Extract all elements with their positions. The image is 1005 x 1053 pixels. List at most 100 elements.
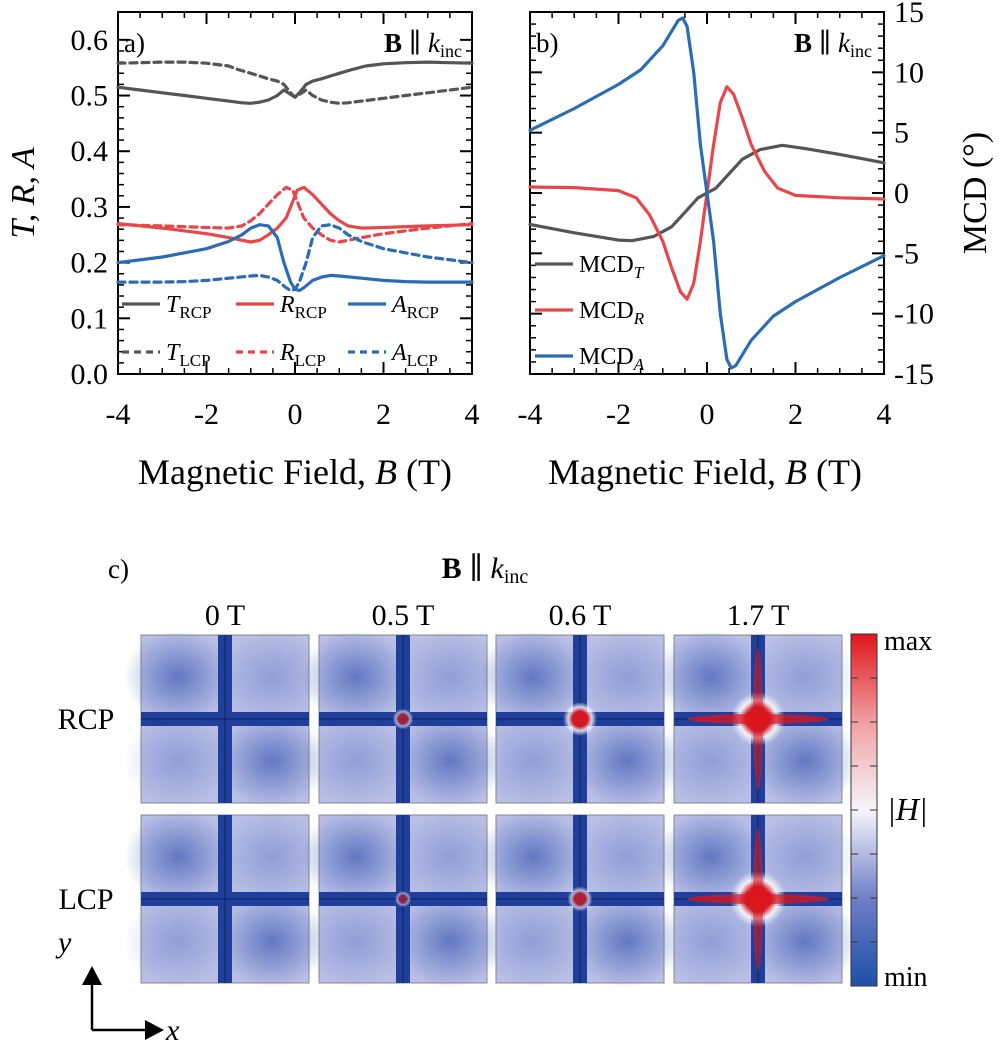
x-arrow-head-icon [145,1020,164,1040]
field-lobe [218,629,326,725]
field-lobe [573,713,681,809]
series-line-a-lcp [116,223,474,293]
field-lobe [479,893,587,989]
hotspot-arm-v [753,648,763,790]
panel-b-label: b) [536,28,559,58]
field-lobe [751,713,859,809]
panel-b-xlabel: Magnetic Field, B (T) [548,452,862,492]
x-tick-label: -2 [606,398,631,431]
panel-b-ticks: -4 -2 0 2 4-15 -10 -5 0 5 10 15 [518,0,935,431]
field-lobe [751,629,859,725]
field-lobe [657,713,765,809]
legend-label-t-lcp: TLCP [166,340,211,370]
field-lobe [218,809,326,905]
field-lobe [218,713,326,809]
y-tick-label: -10 [894,298,934,331]
y-tick-label: 0.4 [71,135,109,168]
x-tick-label: 2 [376,398,391,431]
row-label: LCP [58,883,113,916]
panel-b: -4 -2 0 2 4-15 -10 -5 0 5 10 15 b) B ∥ kinc MCD (°… [518,0,995,492]
y-tick-label: 5 [894,117,909,150]
field-map-lcp-0 [124,809,326,989]
x-tick-label: 2 [788,398,803,431]
panel-a-ticks: -4 -2 0 2 4 0.0 0.1 0.2 0.3 0.4 0.5 0.6 [71,12,480,431]
y-tick-label: 0.3 [71,191,109,224]
hotspot [563,702,597,736]
column-label: 0.5 T [372,599,435,632]
panel-c-field-maps [124,629,859,989]
panel-c-label: c) [108,554,129,584]
field-lobe [124,893,232,989]
field-lobe [396,629,504,725]
y-axis-label: y [55,926,72,959]
series-line-r-lcp [116,185,474,244]
legend-label-a-rcp: ARCP [390,292,439,322]
hotspot-arm-v [753,828,763,970]
x-tick-label: 4 [877,398,892,431]
panel-a-ylabel: T, R, A [5,147,42,239]
legend-label-t-rcp: TRCP [166,292,212,322]
field-lobe [479,629,587,725]
y-tick-label: 0.2 [71,247,109,280]
panel-a-legend: TRCP RRCP ARCP TLCP RLCP ALCP [122,292,439,370]
column-label: 0 T [205,599,245,632]
series-line-mcd-a [528,16,886,370]
legend-label-r-rcp: RRCP [279,292,327,322]
x-tick-label: 0 [288,398,303,431]
field-lobe [573,809,681,905]
field-lobe [657,629,765,725]
column-label: 1.7 T [727,599,790,632]
y-tick-label: 0.6 [71,24,109,57]
legend-label-r-lcp: RLCP [279,340,326,370]
panel-b-legend: MCDT MCDR MCDA [535,252,645,374]
y-tick-label: 0.5 [71,80,109,113]
y-tick-label: -5 [894,237,919,270]
field-map-rcp-1 [302,629,504,809]
field-lobe [302,713,410,809]
legend-label-a-lcp: ALCP [390,340,438,370]
panel-a-xlabel: Magnetic Field, B (T) [138,452,452,492]
field-map-rcp-0 [124,629,326,809]
panel-a: -4 -2 0 2 4 0.0 0.1 0.2 0.3 0.4 0.5 0.6 a) B ∥ kinc… [5,11,480,492]
field-lobe [218,893,326,989]
y-tick-label: -15 [894,358,934,391]
hotspot [394,890,412,908]
field-map-lcp-3 [657,809,859,989]
field-map-lcp-2 [479,809,681,989]
hotspot [392,708,414,730]
field-lobe [479,809,587,905]
x-tick-label: -4 [518,398,543,431]
field-map-rcp-3 [657,629,859,809]
field-lobe [573,629,681,725]
field-lobe [302,629,410,725]
field-lobe [302,809,410,905]
x-tick-label: -4 [106,398,131,431]
panel-b-series [528,16,886,370]
y-arrow-head-icon [82,966,102,985]
panel-c-annotation: B ∥ kinc [442,552,529,588]
xy-axes-indicator: y x [55,926,180,1047]
field-lobe [479,713,587,809]
y-tick-label: 10 [894,56,924,89]
x-tick-label: -2 [194,398,219,431]
hotspot [567,886,593,912]
colorbar-min-label: min [884,962,928,993]
x-axis-label: x [165,1014,180,1047]
field-lobe [396,713,504,809]
column-label: 0.6 T [549,599,612,632]
field-lobe [124,629,232,725]
y-tick-label: 0.1 [71,302,109,335]
x-tick-label: 4 [465,398,480,431]
legend-label-mcd-a: MCDA [579,344,645,374]
field-lobe [396,809,504,905]
colorbar-title: |H| [887,791,928,827]
colorbar-ticks [851,677,877,943]
panel-a-label: a) [124,28,145,58]
y-tick-label: 15 [894,0,924,29]
panel-b-ylabel: MCD (°) [957,132,994,254]
panel-c-row-labels: RCP LCP [58,703,115,916]
panel-b-annotation: B ∥ kinc [794,28,872,61]
field-lobe [302,893,410,989]
panel-c: c) B ∥ kinc 0 T 0.5 T 0.6 T 1.7 T RCP LCP ma… [55,552,932,1047]
